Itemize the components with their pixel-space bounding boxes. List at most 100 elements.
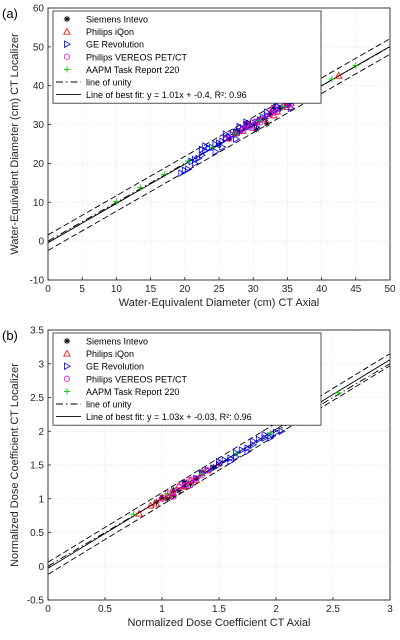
legend-label: Siemens Intevo <box>86 337 148 347</box>
y-axis-label: Water-Equivalent Diameter (cm) CT Locali… <box>9 33 21 255</box>
x-tick-label: 15 <box>145 284 157 295</box>
data-point <box>198 145 206 154</box>
legend-entry: GE Revolution <box>64 362 144 372</box>
legend-entry: Line of best fit: y = 1.01x + -0.4, R²: … <box>56 90 247 100</box>
data-point <box>250 437 258 446</box>
x-tick-label: 50 <box>384 284 396 295</box>
data-point <box>170 493 177 500</box>
legend-entry: Philips iQon <box>63 27 134 37</box>
data-point <box>187 482 194 489</box>
data-point <box>280 103 288 110</box>
best-fit-line <box>48 359 390 569</box>
confidence-line <box>48 53 390 251</box>
data-point <box>277 105 284 112</box>
y-tick-label: 20 <box>33 159 45 170</box>
data-point <box>175 484 183 491</box>
data-point <box>152 499 161 507</box>
legend-box <box>52 10 322 104</box>
data-point <box>210 464 218 473</box>
panel-label: (b) <box>2 328 18 343</box>
data-point <box>63 337 71 345</box>
y-tick-label: 1.5 <box>30 461 44 472</box>
data-point <box>230 131 238 138</box>
data-point <box>185 165 193 174</box>
legend-label: Siemens Intevo <box>86 15 148 25</box>
x-tick-label: 30 <box>248 284 260 295</box>
y-tick-label: 50 <box>33 42 45 53</box>
y-tick-label: 2.5 <box>30 393 44 404</box>
data-point <box>274 109 281 116</box>
data-point <box>175 487 183 494</box>
legend-label: line of unity <box>86 400 132 410</box>
legend-entry: Siemens Intevo <box>63 337 148 347</box>
data-point <box>63 53 71 60</box>
x-tick-label: 0 <box>45 284 51 295</box>
chart-panel-a: 0 5 10 15 20 25 30 35 40 45 50-100102030405060Wate… <box>2 4 396 310</box>
data-point <box>250 118 258 127</box>
x-tick-label: 1.5 <box>212 604 226 615</box>
legend-label: AAPM Task Report 220 <box>86 387 179 397</box>
data-point <box>193 475 200 482</box>
legend-label: Line of best fit: y = 1.03x + -0.03, R²:… <box>86 412 252 422</box>
data-point <box>256 117 264 124</box>
data-layer <box>48 353 390 575</box>
data-point <box>243 118 251 127</box>
data-point <box>227 457 235 466</box>
data-point <box>146 501 155 509</box>
data-point <box>273 428 281 437</box>
data-point <box>243 120 250 127</box>
data-point <box>255 435 263 444</box>
data-point <box>221 134 230 142</box>
legend-entry: GE Revolution <box>64 40 144 50</box>
data-point <box>163 491 172 499</box>
x-tick-label: 2.5 <box>326 604 340 615</box>
data-point <box>63 15 71 23</box>
data-point <box>216 457 224 466</box>
y-tick-label: 60 <box>33 4 45 15</box>
data-point <box>267 111 274 118</box>
legend-label: GE Revolution <box>86 40 144 50</box>
legend-entry: Siemens Intevo <box>63 15 148 25</box>
data-point <box>260 116 267 123</box>
data-point <box>270 107 278 116</box>
x-tick-label: 10 <box>111 284 123 295</box>
data-point <box>130 511 137 518</box>
data-point <box>267 110 274 117</box>
y-tick-label: -0.5 <box>27 596 45 607</box>
legend-entry: line of unity <box>56 78 132 88</box>
legend-entry: Philips VEREOS PET/CT <box>63 374 188 384</box>
data-point <box>181 166 189 175</box>
chart-panel-b: 0 0.5 1 1.5 2 2.5 3-0.500.511.522.533.5Normali… <box>2 326 393 630</box>
data-point <box>63 66 71 73</box>
y-tick-label: 40 <box>33 81 45 92</box>
legend-label: Philips VEREOS PET/CT <box>86 374 188 384</box>
data-point <box>178 169 186 178</box>
x-tick-label: 5 <box>79 284 85 295</box>
data-point <box>63 388 71 395</box>
data-point <box>187 480 194 488</box>
legend-label: Philips iQon <box>86 27 134 37</box>
legend-box <box>52 332 322 426</box>
data-point <box>193 475 200 482</box>
confidence-line <box>48 38 390 236</box>
x-axis-label: Normalized Dose Coefficient CT Axial <box>127 617 310 629</box>
data-point <box>158 494 166 501</box>
x-tick-label: 2 <box>273 604 279 615</box>
confidence-line <box>48 353 390 563</box>
data-point <box>335 389 342 396</box>
data-point <box>64 362 72 371</box>
data-point <box>236 122 244 131</box>
data-point <box>198 470 206 477</box>
data-point <box>270 105 277 112</box>
data-point <box>192 155 200 164</box>
y-tick-label: 1 <box>38 494 44 505</box>
data-point <box>270 103 277 111</box>
data-point <box>226 135 233 142</box>
data-point <box>169 489 178 497</box>
data-point <box>278 427 286 436</box>
y-tick-label: 10 <box>33 198 45 209</box>
legend-entry: Philips VEREOS PET/CT <box>63 52 188 62</box>
y-axis-label: Normalized Dose Coefficient CT Localizer <box>9 363 21 567</box>
y-tick-label: 0.5 <box>30 528 44 539</box>
